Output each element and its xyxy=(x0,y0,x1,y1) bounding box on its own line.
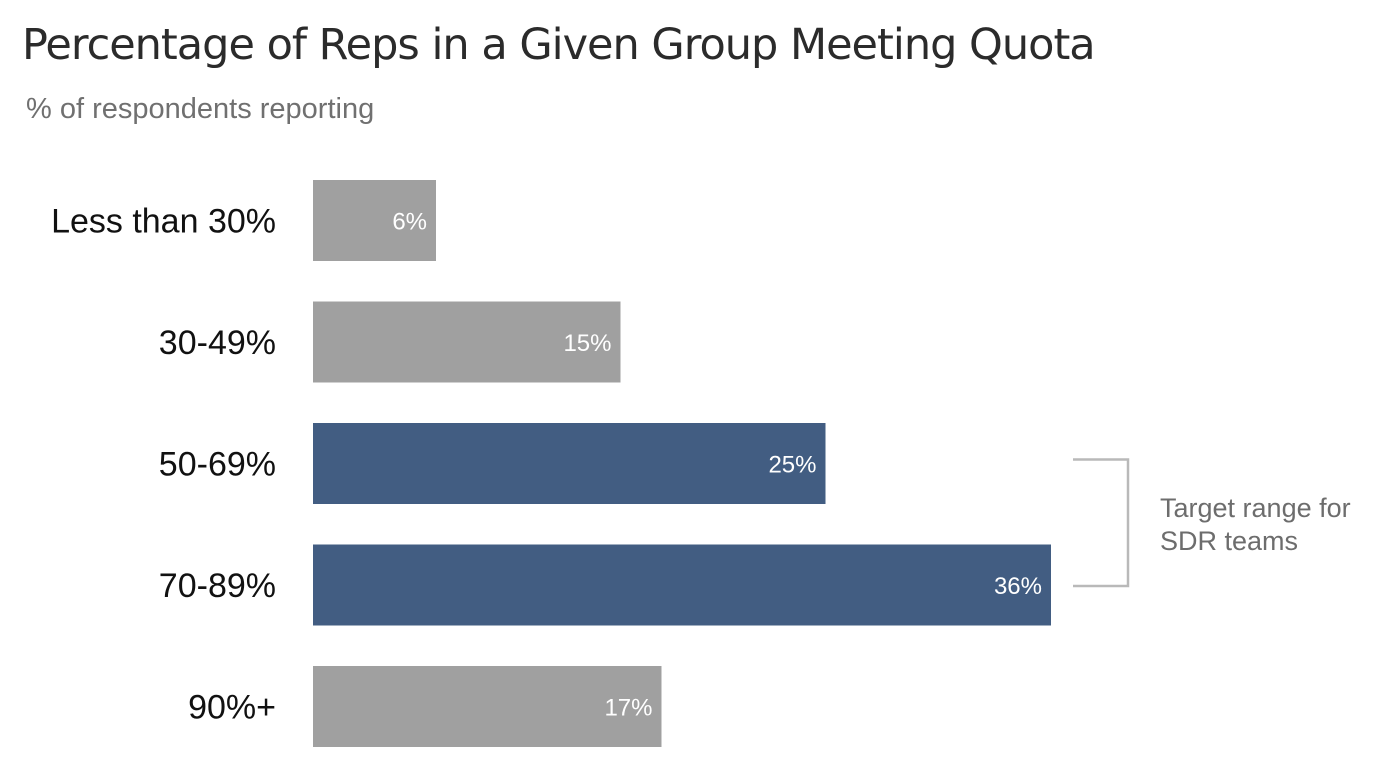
category-label: 70-89% xyxy=(159,567,276,605)
category-label: 50-69% xyxy=(159,446,276,484)
annotation-text: Target range for xyxy=(1160,493,1351,523)
category-label: 30-49% xyxy=(159,324,276,362)
bars-group: Less than 30% 6% 30-49% 15% 50-69% 25% 70-89% 3… xyxy=(51,180,1051,747)
chart-title: Percentage of Reps in a Given Group Meet… xyxy=(22,20,1096,70)
value-label: 17% xyxy=(604,695,652,722)
bar-2 xyxy=(313,423,826,504)
bar-4 xyxy=(313,666,662,747)
value-label: 36% xyxy=(994,573,1042,600)
value-label: 6% xyxy=(392,209,427,236)
category-label: Less than 30% xyxy=(51,203,276,241)
value-label: 15% xyxy=(563,330,611,357)
category-label: 90%+ xyxy=(188,689,276,727)
value-label: 25% xyxy=(768,452,816,479)
chart-subtitle: % of respondents reporting xyxy=(26,93,375,125)
bracket-line xyxy=(1073,458,1130,588)
bar-3 xyxy=(313,544,1051,626)
bar-1 xyxy=(313,301,621,383)
annotation-text: SDR teams xyxy=(1160,526,1298,556)
bar-0 xyxy=(313,180,436,261)
